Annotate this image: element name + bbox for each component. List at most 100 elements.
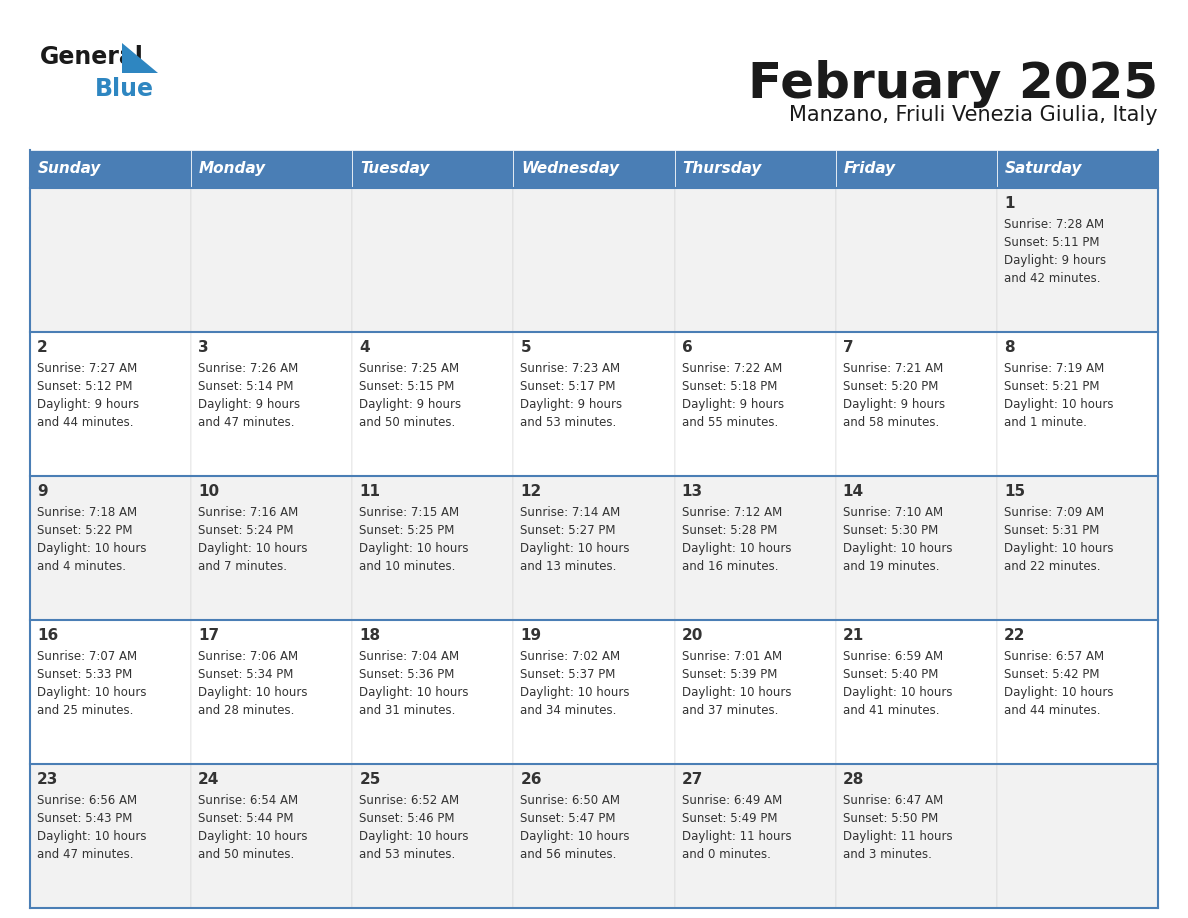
Bar xyxy=(997,188,1158,332)
Text: Sunrise: 7:01 AM: Sunrise: 7:01 AM xyxy=(682,650,782,663)
Text: 16: 16 xyxy=(37,628,58,643)
Text: Daylight: 11 hours: Daylight: 11 hours xyxy=(682,830,791,843)
Text: Sunset: 5:46 PM: Sunset: 5:46 PM xyxy=(359,812,455,825)
Polygon shape xyxy=(122,43,158,73)
Text: Sunset: 5:14 PM: Sunset: 5:14 PM xyxy=(198,380,293,393)
Text: Daylight: 10 hours: Daylight: 10 hours xyxy=(1004,686,1113,699)
Text: Sunset: 5:40 PM: Sunset: 5:40 PM xyxy=(842,668,939,681)
Text: Sunset: 5:42 PM: Sunset: 5:42 PM xyxy=(1004,668,1099,681)
Text: Daylight: 10 hours: Daylight: 10 hours xyxy=(198,686,308,699)
Text: Sunrise: 6:49 AM: Sunrise: 6:49 AM xyxy=(682,794,782,807)
Bar xyxy=(997,150,1158,188)
Text: Sunrise: 7:04 AM: Sunrise: 7:04 AM xyxy=(359,650,460,663)
Text: Daylight: 10 hours: Daylight: 10 hours xyxy=(37,686,146,699)
Text: Sunset: 5:25 PM: Sunset: 5:25 PM xyxy=(359,524,455,537)
Bar xyxy=(191,188,353,332)
Text: Daylight: 9 hours: Daylight: 9 hours xyxy=(682,398,784,411)
Text: 19: 19 xyxy=(520,628,542,643)
Text: Sunrise: 7:28 AM: Sunrise: 7:28 AM xyxy=(1004,218,1104,231)
Text: Daylight: 10 hours: Daylight: 10 hours xyxy=(682,686,791,699)
Text: Sunrise: 7:22 AM: Sunrise: 7:22 AM xyxy=(682,362,782,375)
Bar xyxy=(191,332,353,476)
Text: Sunrise: 7:02 AM: Sunrise: 7:02 AM xyxy=(520,650,620,663)
Text: Sunrise: 7:19 AM: Sunrise: 7:19 AM xyxy=(1004,362,1104,375)
Text: Sunset: 5:50 PM: Sunset: 5:50 PM xyxy=(842,812,939,825)
Text: Sunset: 5:22 PM: Sunset: 5:22 PM xyxy=(37,524,133,537)
Text: Sunset: 5:28 PM: Sunset: 5:28 PM xyxy=(682,524,777,537)
Text: Sunrise: 6:59 AM: Sunrise: 6:59 AM xyxy=(842,650,943,663)
Bar xyxy=(191,476,353,620)
Text: 2: 2 xyxy=(37,340,48,355)
Text: 26: 26 xyxy=(520,772,542,787)
Bar xyxy=(513,476,675,620)
Text: Sunrise: 6:54 AM: Sunrise: 6:54 AM xyxy=(198,794,298,807)
Text: and 55 minutes.: and 55 minutes. xyxy=(682,416,778,429)
Bar xyxy=(675,764,835,908)
Text: and 42 minutes.: and 42 minutes. xyxy=(1004,272,1100,285)
Text: 3: 3 xyxy=(198,340,209,355)
Text: Sunrise: 7:23 AM: Sunrise: 7:23 AM xyxy=(520,362,620,375)
Bar xyxy=(353,476,513,620)
Bar xyxy=(191,764,353,908)
Text: and 47 minutes.: and 47 minutes. xyxy=(37,848,133,861)
Text: Sunrise: 7:26 AM: Sunrise: 7:26 AM xyxy=(198,362,298,375)
Text: Sunrise: 7:21 AM: Sunrise: 7:21 AM xyxy=(842,362,943,375)
Text: Sunrise: 7:25 AM: Sunrise: 7:25 AM xyxy=(359,362,460,375)
Text: 12: 12 xyxy=(520,484,542,499)
Text: Sunrise: 7:09 AM: Sunrise: 7:09 AM xyxy=(1004,506,1104,519)
Text: 15: 15 xyxy=(1004,484,1025,499)
Bar xyxy=(835,476,997,620)
Text: Sunset: 5:37 PM: Sunset: 5:37 PM xyxy=(520,668,615,681)
Bar xyxy=(30,150,191,188)
Text: Daylight: 10 hours: Daylight: 10 hours xyxy=(682,542,791,555)
Bar xyxy=(835,150,997,188)
Text: and 7 minutes.: and 7 minutes. xyxy=(198,560,287,573)
Text: February 2025: February 2025 xyxy=(748,60,1158,108)
Text: and 4 minutes.: and 4 minutes. xyxy=(37,560,126,573)
Text: Manzano, Friuli Venezia Giulia, Italy: Manzano, Friuli Venezia Giulia, Italy xyxy=(789,105,1158,125)
Text: 7: 7 xyxy=(842,340,853,355)
Bar xyxy=(997,620,1158,764)
Text: Sunset: 5:27 PM: Sunset: 5:27 PM xyxy=(520,524,615,537)
Text: and 19 minutes.: and 19 minutes. xyxy=(842,560,940,573)
Text: Sunset: 5:33 PM: Sunset: 5:33 PM xyxy=(37,668,132,681)
Text: and 53 minutes.: and 53 minutes. xyxy=(520,416,617,429)
Text: and 37 minutes.: and 37 minutes. xyxy=(682,704,778,717)
Text: and 16 minutes.: and 16 minutes. xyxy=(682,560,778,573)
Text: Sunrise: 7:12 AM: Sunrise: 7:12 AM xyxy=(682,506,782,519)
Text: Daylight: 10 hours: Daylight: 10 hours xyxy=(359,542,469,555)
Text: Daylight: 10 hours: Daylight: 10 hours xyxy=(520,542,630,555)
Bar xyxy=(353,764,513,908)
Text: Daylight: 9 hours: Daylight: 9 hours xyxy=(198,398,301,411)
Text: 8: 8 xyxy=(1004,340,1015,355)
Text: Daylight: 10 hours: Daylight: 10 hours xyxy=(359,830,469,843)
Text: and 31 minutes.: and 31 minutes. xyxy=(359,704,456,717)
Text: Blue: Blue xyxy=(95,77,154,101)
Text: 24: 24 xyxy=(198,772,220,787)
Text: 23: 23 xyxy=(37,772,58,787)
Text: Sunset: 5:49 PM: Sunset: 5:49 PM xyxy=(682,812,777,825)
Text: Sunrise: 6:50 AM: Sunrise: 6:50 AM xyxy=(520,794,620,807)
Text: 14: 14 xyxy=(842,484,864,499)
Text: and 0 minutes.: and 0 minutes. xyxy=(682,848,771,861)
Text: 5: 5 xyxy=(520,340,531,355)
Bar xyxy=(513,764,675,908)
Text: Sunrise: 7:14 AM: Sunrise: 7:14 AM xyxy=(520,506,620,519)
Text: 11: 11 xyxy=(359,484,380,499)
Text: and 22 minutes.: and 22 minutes. xyxy=(1004,560,1100,573)
Text: and 3 minutes.: and 3 minutes. xyxy=(842,848,931,861)
Text: General: General xyxy=(40,45,144,69)
Text: Daylight: 10 hours: Daylight: 10 hours xyxy=(842,686,953,699)
Text: 1: 1 xyxy=(1004,196,1015,211)
Text: Daylight: 9 hours: Daylight: 9 hours xyxy=(359,398,461,411)
Text: and 41 minutes.: and 41 minutes. xyxy=(842,704,940,717)
Text: Daylight: 9 hours: Daylight: 9 hours xyxy=(520,398,623,411)
Bar xyxy=(513,332,675,476)
Text: and 44 minutes.: and 44 minutes. xyxy=(1004,704,1100,717)
Text: and 10 minutes.: and 10 minutes. xyxy=(359,560,456,573)
Text: Saturday: Saturday xyxy=(1005,162,1082,176)
Text: Sunset: 5:39 PM: Sunset: 5:39 PM xyxy=(682,668,777,681)
Text: Sunrise: 7:10 AM: Sunrise: 7:10 AM xyxy=(842,506,943,519)
Text: Tuesday: Tuesday xyxy=(360,162,430,176)
Bar xyxy=(30,620,191,764)
